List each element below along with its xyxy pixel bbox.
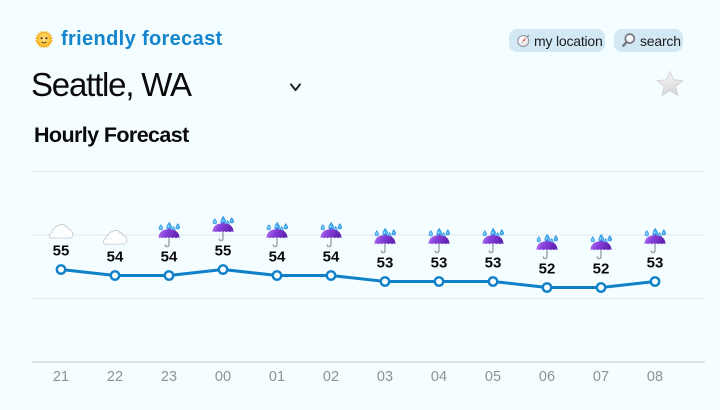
svg-text:01: 01 (269, 369, 285, 385)
svg-text:53: 53 (647, 255, 664, 272)
svg-text:04: 04 (431, 369, 447, 385)
svg-text:54: 54 (107, 249, 124, 266)
svg-text:03: 03 (377, 369, 393, 385)
svg-text:07: 07 (593, 369, 609, 385)
svg-text:21: 21 (53, 369, 69, 385)
svg-text:08: 08 (647, 369, 663, 385)
svg-text:54: 54 (269, 249, 286, 266)
svg-text:52: 52 (539, 261, 556, 278)
svg-text:55: 55 (215, 243, 232, 260)
svg-text:53: 53 (377, 255, 394, 272)
svg-text:00: 00 (215, 369, 231, 385)
svg-text:54: 54 (161, 249, 178, 266)
svg-text:02: 02 (323, 369, 339, 385)
svg-text:55: 55 (53, 243, 70, 260)
svg-text:52: 52 (593, 261, 610, 278)
svg-text:22: 22 (107, 369, 123, 385)
svg-text:53: 53 (485, 255, 502, 272)
svg-text:06: 06 (539, 369, 555, 385)
svg-text:54: 54 (323, 249, 340, 266)
svg-text:05: 05 (485, 369, 501, 385)
svg-text:23: 23 (161, 369, 177, 385)
svg-text:53: 53 (431, 255, 448, 272)
